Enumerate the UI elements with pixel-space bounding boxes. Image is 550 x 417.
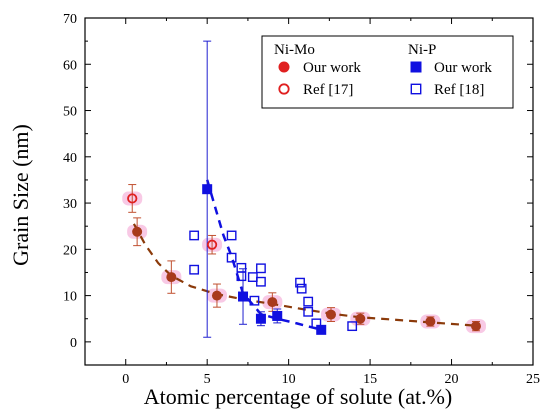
x-tick-label: 20 — [445, 372, 459, 387]
ni-p-ref-18-point — [236, 262, 247, 273]
ni-mo-our-work-point — [355, 313, 366, 324]
legend-title-ni-mo: Ni-Mo — [274, 42, 315, 58]
y-tick-label: 50 — [63, 105, 77, 120]
trend-line-ni-mo — [132, 223, 477, 327]
y-tick-label: 60 — [63, 58, 77, 73]
y-tick-label: 20 — [63, 243, 77, 258]
ni-p-our-work-point — [202, 184, 213, 195]
ni-p-ref-18-point — [303, 306, 314, 317]
legend-marker-ni-p-ref-18 — [410, 83, 422, 95]
y-axis-title: Grain Size (nm) — [8, 124, 33, 266]
x-tick-label: 25 — [526, 372, 540, 387]
ni-p-ref-18-point — [296, 283, 307, 294]
ni-mo-our-work-point — [470, 321, 481, 332]
ni-mo-our-work-point — [211, 290, 222, 301]
x-tick-label: 0 — [122, 372, 129, 387]
y-tick-label: 10 — [63, 290, 77, 305]
legend-marker-ni-mo-ref-17 — [278, 83, 290, 95]
x-tick-label: 10 — [282, 372, 296, 387]
ni-mo-our-work-point — [325, 309, 336, 320]
ni-mo-ref-17-point — [127, 193, 138, 204]
ni-p-ref-18-point — [226, 252, 237, 263]
ni-mo-our-work-point — [425, 316, 436, 327]
legend-label-ni-mo-ref-17: Ref [17] — [303, 82, 353, 98]
ni-p-ref-18-point — [311, 318, 322, 329]
plot-area — [122, 40, 486, 338]
ni-p-ref-18-point — [256, 276, 266, 287]
legend-box — [261, 35, 514, 109]
y-tick-label: 0 — [70, 336, 77, 351]
ni-p-ref-18-point — [303, 296, 314, 307]
legend: Ni-Mo Ni-P Our work Ref [17] Our work Ref [18… — [261, 35, 514, 109]
ni-mo-our-work-point — [267, 297, 278, 308]
ni-p-ref-18-point — [189, 264, 200, 275]
legend-label-ni-p-our-work: Our work — [434, 60, 492, 76]
legend-marker-ni-p-our-work — [410, 61, 422, 73]
legend-marker-ni-mo-our-work — [278, 61, 290, 73]
x-axis-title: Atomic percentage of solute (at.%) — [144, 384, 452, 409]
legend-label-ni-p-ref-18: Ref [18] — [434, 82, 484, 98]
ni-p-our-work-point — [316, 324, 327, 335]
ni-p-ref-18-point — [247, 272, 258, 282]
ni-p-ref-18-point — [295, 277, 305, 288]
ni-p-ref-18-point — [236, 271, 247, 282]
ni-mo-our-work-point — [132, 226, 143, 237]
ni-mo-our-work-point — [166, 272, 177, 283]
y-tick-label: 70 — [63, 12, 77, 27]
ni-p-our-work-point — [238, 291, 249, 302]
ni-p-ref-18-point — [249, 295, 260, 306]
legend-title-ni-p: Ni-P — [408, 42, 436, 58]
ni-p-our-work-point — [272, 310, 283, 321]
ni-p-our-work-point — [255, 313, 266, 324]
plot-frame — [84, 17, 534, 366]
legend-label-ni-mo-our-work: Our work — [303, 60, 361, 76]
ni-p-ref-18-point — [226, 230, 237, 241]
ni-p-ref-18-point — [189, 230, 200, 241]
x-tick-label: 15 — [363, 372, 377, 387]
axes: 0 5 10 15 20 25 0 10 20 30 40 50 60 70 — [63, 12, 540, 387]
y-tick-label: 30 — [63, 197, 77, 212]
ni-p-ref-18-point — [347, 321, 358, 332]
x-tick-label: 5 — [204, 372, 211, 387]
ni-mo-ref-17-point — [206, 239, 218, 250]
ni-p-ref-18-point — [256, 263, 266, 274]
y-tick-label: 40 — [63, 151, 77, 166]
